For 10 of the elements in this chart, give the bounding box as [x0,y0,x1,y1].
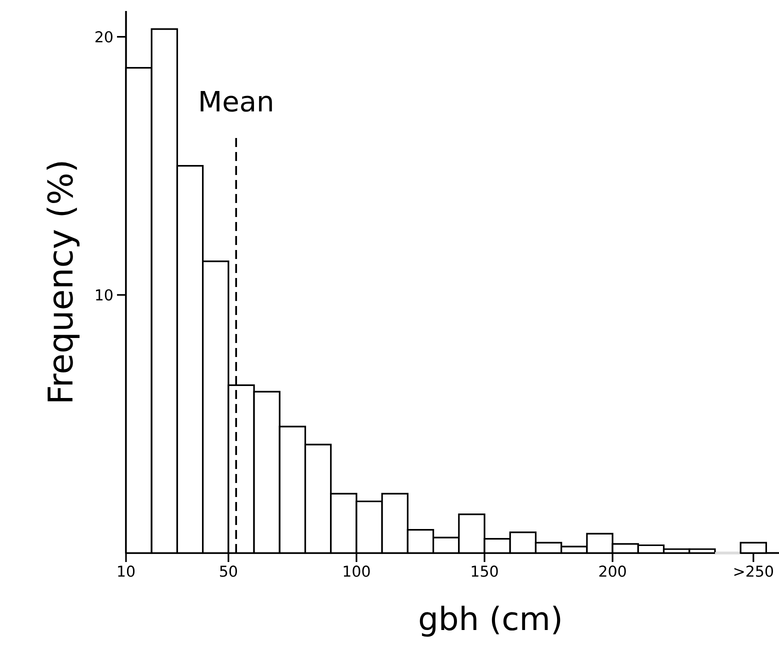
y-tick-label: 20 [95,31,112,42]
x-tick-label: 200 [599,566,626,577]
x-tick-label: >250 [734,566,773,577]
y-axis-title: Frequency (%) [46,162,80,402]
x-tick-label: 100 [344,566,370,577]
x-tick-label: 150 [472,566,498,577]
x-tick-label: 10 [118,566,135,577]
x-tick-label: 50 [220,566,237,577]
ref-line-label: Mean [200,90,272,112]
x-axis-title: gbh (cm) [420,606,560,637]
